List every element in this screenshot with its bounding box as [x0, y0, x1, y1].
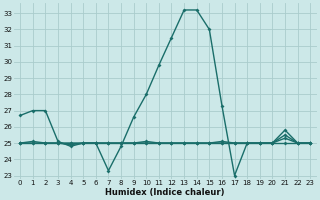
X-axis label: Humidex (Indice chaleur): Humidex (Indice chaleur)	[106, 188, 225, 197]
